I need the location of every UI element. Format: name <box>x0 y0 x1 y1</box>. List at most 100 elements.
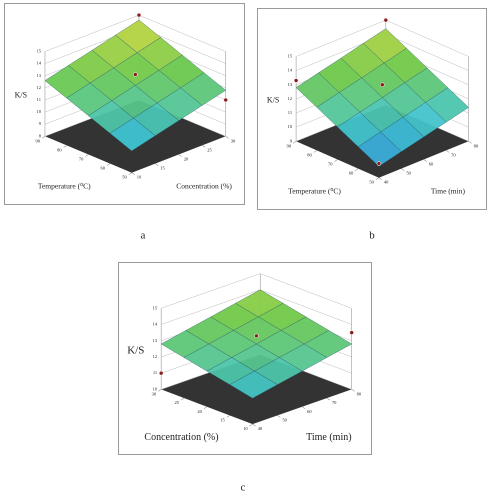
y-tick <box>446 150 450 153</box>
x-axis-label: Temperature (⁰C) <box>288 187 341 196</box>
z-tick-label: 14 <box>153 322 158 327</box>
z-tick-label: 9 <box>290 138 293 143</box>
y-tick-label: 60 <box>429 162 434 167</box>
x-tick-label: 50 <box>369 180 374 185</box>
z-axis-label: K/S <box>267 96 279 105</box>
y-tick-label: 15 <box>160 166 165 171</box>
x-tick-label: 20 <box>197 409 202 414</box>
x-tick-label: 15 <box>220 417 225 422</box>
z-tick-label: 10 <box>153 386 158 391</box>
z-tick-label: 12 <box>36 85 41 90</box>
z-tick-label: 13 <box>288 82 293 87</box>
y-tick-label: 80 <box>357 391 362 396</box>
y-tick <box>225 136 229 139</box>
z-tick-label: 11 <box>37 97 41 102</box>
z-tick-label: 15 <box>153 305 158 310</box>
z-tick-label: 15 <box>288 54 293 59</box>
y-tick-label: 25 <box>207 147 212 152</box>
x-tick <box>313 150 317 153</box>
z-tick-label: 11 <box>288 110 292 115</box>
design-point <box>349 330 354 335</box>
design-point <box>293 78 299 83</box>
y-tick <box>326 397 331 401</box>
surface-patch <box>109 117 156 152</box>
panel-label: c <box>241 482 246 494</box>
panel-label: a <box>141 230 146 242</box>
design-point <box>376 161 382 166</box>
z-tick-label: 8 <box>39 133 42 138</box>
x-tick-label: 70 <box>328 162 333 167</box>
panel: 10 11 12 13 14 15 10 15 20 25 30 40 50 60 70 80 K/S Conce… <box>118 262 372 455</box>
x-axis-label: Temperature (⁰C) <box>38 182 91 191</box>
x-tick <box>226 415 230 418</box>
x-tick <box>180 397 185 401</box>
z-tick-label: 12 <box>153 354 158 359</box>
x-tick <box>128 172 132 175</box>
z-tick-label: 14 <box>36 61 41 66</box>
x-tick-label: 70 <box>79 157 84 162</box>
x-tick-label: 25 <box>175 400 180 405</box>
grid-line <box>161 273 352 309</box>
y-tick-label: 10 <box>137 175 142 180</box>
x-tick <box>106 163 111 166</box>
x-tick <box>203 406 208 409</box>
x-tick <box>85 154 89 157</box>
z-tick-label: 14 <box>288 68 293 73</box>
y-tick <box>423 159 427 162</box>
z-tick-label: 11 <box>153 370 157 375</box>
x-tick <box>158 389 162 392</box>
y-tick <box>277 415 281 418</box>
x-tick <box>292 141 297 144</box>
design-point <box>136 12 142 18</box>
y-tick <box>131 172 135 175</box>
panel: 8 9 10 11 12 13 14 15 50 60 70 80 90 10 15 20 25 30 K/S Tem… <box>4 3 245 205</box>
design-point <box>223 97 228 103</box>
y-tick <box>252 423 256 427</box>
y-tick-label: 60 <box>307 409 312 414</box>
y-tick <box>202 145 206 148</box>
y-tick-label: 40 <box>384 180 389 185</box>
y-tick-label: 50 <box>406 171 411 176</box>
z-tick-label: 10 <box>288 124 293 129</box>
design-point <box>158 370 164 376</box>
surface-patch <box>357 131 402 167</box>
x-tick <box>334 159 338 162</box>
x-tick-label: 60 <box>101 166 106 171</box>
y-tick-label: 50 <box>282 417 287 422</box>
design-point <box>133 72 138 77</box>
y-tick-label: 70 <box>451 152 456 157</box>
x-tick-label: 60 <box>349 171 354 176</box>
x-tick <box>355 168 359 171</box>
y-tick <box>401 168 405 171</box>
x-tick-label: 50 <box>122 175 127 180</box>
z-tick-label: 12 <box>288 96 293 101</box>
y-tick <box>155 163 159 166</box>
y-axis-label: Time (min) <box>431 187 466 196</box>
design-point <box>380 82 385 88</box>
panel-label: b <box>369 230 375 242</box>
x-tick-label: 80 <box>307 152 312 157</box>
x-tick-label: 30 <box>152 391 157 396</box>
z-tick-label: 9 <box>39 121 42 126</box>
y-tick <box>378 177 383 180</box>
y-tick <box>351 389 355 392</box>
y-tick-label: 70 <box>332 400 337 405</box>
z-tick-label: 15 <box>36 49 41 54</box>
x-tick <box>375 177 380 180</box>
y-axis-label: Concentration (%) <box>176 182 232 191</box>
x-tick <box>63 145 67 148</box>
panel: 9 10 11 12 13 14 15 50 60 70 80 90 40 50 60 70 80 K/S Temp… <box>257 8 487 210</box>
y-tick-label: 20 <box>184 157 189 162</box>
x-tick <box>249 423 253 427</box>
z-tick-label: 13 <box>153 338 158 343</box>
y-tick <box>178 154 182 157</box>
y-tick <box>468 141 472 144</box>
z-tick-label: 13 <box>36 73 41 78</box>
surface-patch <box>229 370 278 399</box>
z-tick-label: 10 <box>36 109 41 114</box>
x-tick-label: 80 <box>57 147 62 152</box>
x-tick <box>41 136 46 139</box>
design-point <box>383 17 389 23</box>
